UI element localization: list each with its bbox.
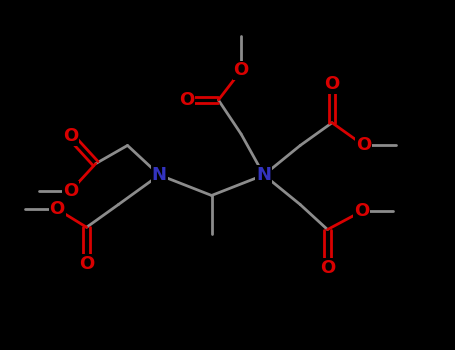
- Text: O: O: [356, 136, 371, 154]
- Text: O: O: [63, 127, 78, 145]
- Text: O: O: [179, 91, 194, 109]
- Text: O: O: [324, 75, 340, 93]
- Text: N: N: [152, 166, 167, 184]
- Text: O: O: [320, 259, 335, 277]
- Text: N: N: [256, 166, 271, 184]
- Text: O: O: [50, 200, 65, 218]
- Text: O: O: [233, 62, 249, 79]
- Text: O: O: [354, 202, 369, 220]
- Text: O: O: [79, 255, 94, 273]
- Text: O: O: [63, 182, 78, 200]
